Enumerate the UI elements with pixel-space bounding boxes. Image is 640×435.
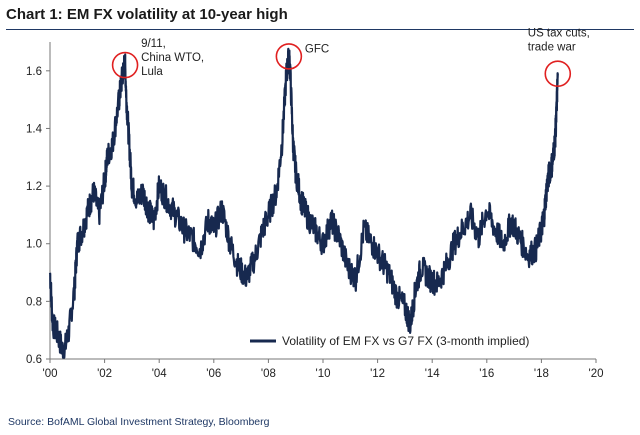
y-tick-label: 1.2 — [26, 181, 42, 193]
annotation-label: GFC — [305, 43, 329, 55]
y-tick-label: 1.6 — [26, 66, 42, 78]
annotation-circle — [275, 43, 303, 70]
x-tick-label: '04 — [152, 368, 168, 380]
axes-group — [46, 42, 597, 363]
source-note: Source: BofAML Global Investment Strateg… — [8, 416, 270, 428]
annotation-circle — [544, 60, 572, 87]
series-line — [48, 47, 559, 359]
y-tick-label: 0.6 — [26, 354, 42, 366]
chart-title: Chart 1: EM FX volatility at 10-year hig… — [6, 6, 288, 23]
legend-label: Volatility of EM FX vs G7 FX (3-month im… — [282, 334, 529, 348]
y-tick-label: 0.8 — [26, 296, 42, 308]
annotation-circle — [111, 51, 139, 79]
title-divider — [6, 29, 634, 30]
annotation-label: 9/11, China WTO, Lula — [141, 38, 204, 78]
y-tick-label: 1.0 — [26, 239, 42, 251]
series-group — [48, 47, 559, 359]
x-tick-label: '00 — [43, 368, 58, 380]
x-tick-label: '10 — [316, 368, 331, 380]
x-tick-label: '06 — [206, 368, 221, 380]
x-tick-label: '02 — [97, 368, 112, 380]
legend-group: Volatility of EM FX vs G7 FX (3-month im… — [250, 334, 529, 348]
tick-labels: 0.6 0.8 1.0 1.2 1.4 1.6 '00 '02 '04 '06 '08 '10 '12 '… — [26, 66, 604, 380]
x-tick-label: '14 — [425, 368, 441, 380]
annotations-group: 9/11, China WTO, Lula GFC US tax cuts, trade … — [111, 28, 590, 87]
x-tick-label: '20 — [589, 368, 604, 380]
annotation-label: US tax cuts, trade war — [528, 28, 590, 54]
x-tick-label: '18 — [534, 368, 549, 380]
x-tick-label: '08 — [261, 368, 276, 380]
y-tick-label: 1.4 — [26, 123, 43, 135]
x-tick-label: '12 — [370, 368, 385, 380]
x-tick-label: '16 — [479, 368, 494, 380]
